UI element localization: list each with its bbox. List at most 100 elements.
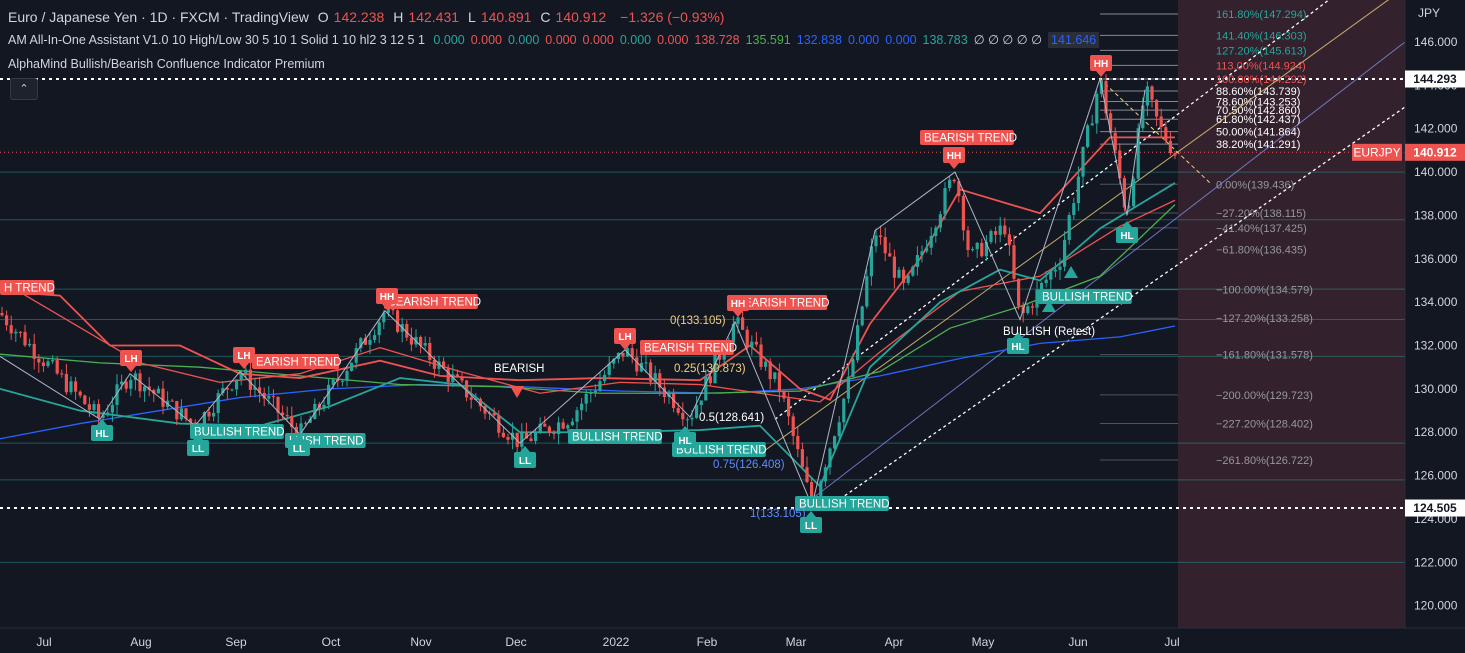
ohlc-h: H 142.431 xyxy=(393,9,460,25)
candle-body xyxy=(1007,234,1011,246)
lh-label-bg xyxy=(233,347,255,363)
fib-level-label: 88.60%(143.739) xyxy=(1216,86,1300,98)
candle-body xyxy=(469,397,473,400)
candle-body xyxy=(423,343,427,346)
candle-body xyxy=(276,396,280,413)
candle-body xyxy=(437,361,441,369)
price-tick: 146.000 xyxy=(1414,35,1458,49)
candle-body xyxy=(589,392,593,394)
candle-body xyxy=(649,362,653,382)
candle-body xyxy=(156,388,160,394)
time-label: Dec xyxy=(505,635,526,649)
price-tick: 136.000 xyxy=(1414,252,1458,266)
candle-body xyxy=(147,386,151,390)
candle-body xyxy=(373,335,377,340)
hl-label: HL xyxy=(678,436,691,447)
hl-label: HL xyxy=(95,429,108,440)
candle-body xyxy=(446,368,450,382)
hl-label-bg xyxy=(91,425,113,441)
time-label: Mar xyxy=(786,635,807,649)
candle-body xyxy=(1164,127,1168,141)
indicator-value: 0.000 xyxy=(582,33,614,47)
hl-label: HL xyxy=(1011,342,1024,353)
candle-body xyxy=(87,404,91,410)
candle-body xyxy=(69,381,73,393)
candle-body xyxy=(846,376,850,399)
candle-body xyxy=(593,390,597,393)
projection-zone xyxy=(1178,0,1405,628)
bullish-arrow-icon xyxy=(1064,266,1078,278)
candle-body xyxy=(1122,178,1126,208)
candle-body xyxy=(971,249,975,251)
candle-body xyxy=(580,403,584,411)
indicator-1-values: 0.000 0.000 0.000 0.000 0.000 0.000 0.000 138.7… xyxy=(433,32,1105,48)
candle-body xyxy=(308,419,312,423)
hh-label-bg xyxy=(727,295,749,311)
candle-body xyxy=(161,388,165,407)
candle-body xyxy=(837,422,841,437)
candle-body xyxy=(506,437,510,440)
ll-label: LL xyxy=(293,444,305,455)
collapse-legend-button[interactable]: ⌃ xyxy=(10,78,38,100)
fib-level-label: 50.00%(141.864) xyxy=(1216,127,1300,139)
candle-body xyxy=(483,406,487,414)
candle-body xyxy=(175,401,179,420)
candle-body xyxy=(768,361,772,380)
candle-body xyxy=(621,352,625,357)
ll-label-bg xyxy=(514,452,536,468)
candle-body xyxy=(363,338,367,345)
fib-level-label: −227.20%(128.402) xyxy=(1216,419,1313,431)
candle-body xyxy=(1155,99,1159,117)
fib-level-label: −100.00%(134.579) xyxy=(1216,285,1313,297)
candle-body xyxy=(777,372,781,392)
candle-body xyxy=(828,448,832,468)
candle-body xyxy=(396,310,400,332)
ll-label-arrow xyxy=(520,446,530,452)
candle-body xyxy=(28,343,32,346)
candle-body xyxy=(948,179,952,189)
bullish-trend-label-bg xyxy=(190,424,284,439)
candle-body xyxy=(235,379,239,390)
candle-body xyxy=(892,256,896,278)
hl-label-bg xyxy=(1116,227,1138,243)
hh-label-bg xyxy=(376,288,398,304)
candle-body xyxy=(570,421,574,426)
price-tag-bg xyxy=(1405,143,1465,161)
candle-body xyxy=(405,324,409,338)
candle-body xyxy=(207,411,211,417)
candle-body xyxy=(1072,203,1076,216)
price-tick: 122.000 xyxy=(1414,555,1458,569)
candle-body xyxy=(1081,146,1085,177)
candle-body xyxy=(980,242,984,257)
price-tick: 134.000 xyxy=(1414,295,1458,309)
bearish-trend-label-bg xyxy=(920,130,1014,145)
bearish-trend-label: BEARISH TREND xyxy=(924,133,1017,145)
indicator-value: 135.591 xyxy=(745,33,791,47)
candle-body xyxy=(1017,278,1021,306)
candle-body xyxy=(442,361,446,369)
candle-body xyxy=(120,381,124,385)
symbol-title: Euro / Japanese Yen · 1D · FXCM · Tradin… xyxy=(8,9,309,25)
candle-body xyxy=(419,336,423,346)
fib-level-label: 113.00%(144.924) xyxy=(1216,60,1306,72)
hh-label-arrow xyxy=(1096,71,1106,77)
candle-body xyxy=(800,449,804,468)
candle-body xyxy=(46,361,50,366)
bearish-trend-label-bg xyxy=(640,340,734,355)
indicator-legend-2[interactable]: AlphaMind Bullish/Bearish Confluence Ind… xyxy=(8,57,330,71)
candle-body xyxy=(902,269,906,283)
candle-body xyxy=(957,181,961,197)
bullish-trend-label: BULLISH TREND xyxy=(676,445,767,457)
indicator-legend-1[interactable]: AM All-In-One Assistant V1.0 10 High/Low… xyxy=(8,32,1110,48)
candle-body xyxy=(796,435,800,450)
indicator-value: 138.728 xyxy=(694,33,740,47)
candle-body xyxy=(129,379,133,389)
candle-body xyxy=(1168,140,1172,154)
candle-body xyxy=(920,251,924,256)
candle-body xyxy=(1058,266,1062,270)
candle-body xyxy=(708,376,712,384)
hl-label-bg xyxy=(674,432,696,448)
candle-body xyxy=(699,400,703,406)
candle-body xyxy=(221,388,225,394)
